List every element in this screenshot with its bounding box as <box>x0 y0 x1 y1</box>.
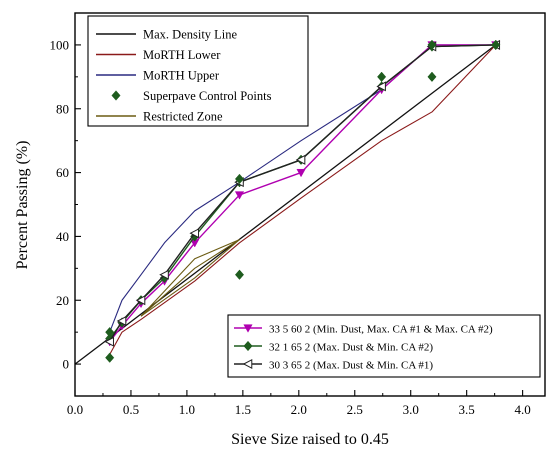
y-tick-label: 60 <box>56 165 69 180</box>
series-line-max-density <box>74 44 497 365</box>
legend-swatch-marker <box>243 324 253 333</box>
legend-label: Restricted Zone <box>143 109 223 123</box>
x-tick-label: 1.0 <box>179 402 195 417</box>
legend-swatch-marker <box>242 358 253 370</box>
data-point-blend-3 <box>189 228 200 239</box>
series-line-restricted-lower <box>140 239 240 317</box>
data-point-blend-3 <box>159 269 169 280</box>
legend-label: 32 1 65 2 (Max. Dust & Min. CA #2) <box>269 341 433 353</box>
control-point <box>234 173 245 185</box>
series-layer <box>74 39 501 365</box>
series-line-restricted-upper <box>140 239 240 317</box>
x-tick-label: 4.0 <box>514 402 530 417</box>
legend-label: Superpave Control Points <box>143 89 272 103</box>
legend-bottom: 33 5 60 2 (Min. Dust, Max. CA #1 & Max. … <box>227 314 541 378</box>
control-point <box>234 269 245 280</box>
data-point-blend-1 <box>296 168 306 178</box>
series-line-blend-3 <box>109 44 496 343</box>
y-tick-label: 80 <box>56 101 69 116</box>
legend-swatch-marker <box>111 90 121 101</box>
series-line-morth-lower <box>109 44 497 355</box>
data-point-blend-3 <box>376 81 386 92</box>
axis-ticks: 0.0 0.5 1.0 1.5 2.0 2.5 3.0 3.5 4.0 0 20 40 60 80 100 <box>50 37 531 417</box>
control-point <box>491 39 501 51</box>
series-line-restricted-mid <box>140 239 240 317</box>
legend-swatch-marker <box>243 340 253 352</box>
x-tick-label: 2.5 <box>347 402 363 417</box>
data-point-blend-3 <box>116 315 127 327</box>
y-tick-label: 0 <box>63 357 70 372</box>
x-axis-title: Sieve Size raised to 0.45 <box>231 431 389 448</box>
legend-bottom-box <box>227 314 541 378</box>
y-tick-label: 100 <box>50 37 70 52</box>
control-point <box>105 326 115 338</box>
x-tick-label: 0.0 <box>67 402 83 417</box>
x-tick-label: 3.0 <box>403 402 419 417</box>
y-tick-label: 20 <box>56 293 69 308</box>
legend-label: MoRTH Upper <box>143 68 220 82</box>
data-point-blend-1 <box>234 191 245 200</box>
x-tick-label: 1.5 <box>235 402 251 417</box>
legend-label: Max. Density Line <box>143 27 238 41</box>
y-tick-label: 40 <box>56 229 69 244</box>
control-point <box>105 352 115 363</box>
data-point-blend-3 <box>135 295 146 306</box>
data-point-blend-3 <box>104 336 114 347</box>
data-point-blend-3 <box>295 154 306 165</box>
control-point <box>427 39 437 51</box>
y-axis-title: Percent Passing (%) <box>14 141 31 270</box>
legend-label: 30 3 65 2 (Max. Dust & Min. CA #1) <box>269 359 433 371</box>
x-tick-label: 2.0 <box>291 402 307 417</box>
control-point <box>377 71 387 83</box>
control-point <box>427 71 437 83</box>
legend-top: Max. Density Line MoRTH Lower MoRTH Upper S… <box>87 15 309 127</box>
legend-label: 33 5 60 2 (Min. Dust, Max. CA #1 & Max. … <box>269 323 493 335</box>
legend-label: MoRTH Lower <box>143 48 221 62</box>
x-tick-label: 3.5 <box>459 402 475 417</box>
x-tick-label: 0.5 <box>123 402 139 417</box>
